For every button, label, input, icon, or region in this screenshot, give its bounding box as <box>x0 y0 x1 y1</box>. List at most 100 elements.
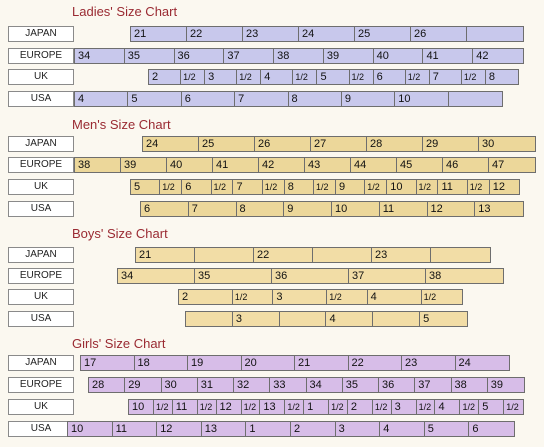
size-cell: 8 <box>488 71 496 83</box>
ladies-usa-size-bar: 4 5 6 7 8 9 10 <box>74 91 503 107</box>
ladies-uk-size-bar: 2 1/2 3 1/2 4 1/2 5 1/2 6 1/2 7 1/2 8 <box>148 69 519 85</box>
size-cell: 5 <box>423 313 430 325</box>
size-cell: 3 <box>205 70 238 84</box>
men-usa-size-bar: 6 7 8 9 10 11 12 13 <box>140 201 524 217</box>
size-cell: 21 <box>295 356 349 370</box>
size-cell: 2 <box>291 422 336 436</box>
girls-row-label-usa: USA <box>8 421 74 437</box>
size-cell: 1/2 <box>423 292 437 302</box>
size-cell: 6 <box>182 180 212 194</box>
size-cell: 38 <box>429 270 442 282</box>
men-uk-size-bar: 5 1/2 6 1/2 7 1/2 8 1/2 9 1/2 10 1/2 11 1/2 12 <box>130 179 520 195</box>
girls-row-label-uk: UK <box>8 399 74 415</box>
size-cell <box>467 27 523 41</box>
size-cell: 4 <box>75 92 129 106</box>
size-cell: 27 <box>311 137 367 151</box>
size-cell: 12 <box>428 202 476 216</box>
size-cell: 2 <box>149 70 182 84</box>
size-cell: 38 <box>274 49 324 63</box>
size-cell: 7 <box>233 180 263 194</box>
size-cell: 7 <box>235 92 289 106</box>
boys-usa-size-bar: 3 4 5 <box>185 311 468 327</box>
size-cell: 13 <box>260 400 286 414</box>
size-cell: 1/2 <box>406 70 430 84</box>
size-cell: 41 <box>423 49 474 63</box>
boys-uk-size-bar: 2 1/2 3 1/2 4 1/2 <box>178 289 463 305</box>
size-cell: 4 <box>435 400 461 414</box>
size-cell: 7 <box>430 70 462 84</box>
boys-chart-title: Boys' Size Chart <box>72 226 168 241</box>
size-cell: 2 <box>179 290 233 304</box>
size-cell: 9 <box>336 180 366 194</box>
size-cell: 19 <box>188 356 242 370</box>
size-cell: 11 <box>173 400 198 414</box>
size-cell: 3 <box>336 422 381 436</box>
size-cell: 45 <box>397 158 443 172</box>
size-cell: 23 <box>243 27 299 41</box>
girls-japan-size-bar: 17 18 19 20 21 22 23 24 <box>80 355 510 371</box>
size-cell: 3 <box>392 400 417 414</box>
size-cell: 1/2 <box>233 290 274 304</box>
size-cell: 1/2 <box>181 70 206 84</box>
size-cell: 34 <box>75 49 125 63</box>
size-cell: 8 <box>289 92 342 106</box>
men-japan-size-bar: 24 25 26 27 28 29 30 <box>142 136 536 152</box>
size-cell: 1/2 <box>417 400 436 414</box>
size-cell: 5 <box>317 70 350 84</box>
size-cell: 9 <box>284 202 332 216</box>
size-cell: 2 <box>348 400 373 414</box>
size-cell: 36 <box>272 269 349 283</box>
size-cell: 12 <box>217 400 242 414</box>
size-cell: 11 <box>113 422 158 436</box>
size-cell: 39 <box>490 379 503 391</box>
men-row-label-uk: UK <box>8 179 74 195</box>
size-cell: 26 <box>255 137 311 151</box>
size-cell: 10 <box>68 422 113 436</box>
size-cell: 6 <box>141 202 189 216</box>
size-cell: 12 <box>157 422 202 436</box>
size-cell: 7 <box>189 202 237 216</box>
size-cell: 34 <box>118 269 195 283</box>
size-cell <box>431 248 490 262</box>
ladies-row-label-uk: UK <box>8 69 74 85</box>
size-cell: 38 <box>75 158 121 172</box>
size-cell: 36 <box>175 49 225 63</box>
size-cell: 21 <box>131 27 187 41</box>
size-cell: 25 <box>199 137 255 151</box>
size-cell: 10 <box>387 180 417 194</box>
size-cell: 37 <box>224 49 275 63</box>
size-cell: 1/2 <box>198 400 217 414</box>
size-cell <box>449 92 502 106</box>
size-cell: 1/2 <box>373 400 392 414</box>
girls-europe-size-bar: 28 29 30 31 32 33 34 35 36 37 38 39 <box>88 377 525 393</box>
size-cell: 40 <box>374 49 424 63</box>
size-cell: 24 <box>143 137 199 151</box>
size-cell: 5 <box>479 400 505 414</box>
boys-row-label-japan: JAPAN <box>8 247 74 263</box>
size-cell: 28 <box>367 137 423 151</box>
ladies-row-label-europe: EUROPE <box>8 48 74 64</box>
size-cell: 1/2 <box>462 70 486 84</box>
size-cell: 40 <box>167 158 213 172</box>
size-cell: 6 <box>472 423 479 435</box>
size-cell: 21 <box>136 248 195 262</box>
girls-row-label-europe: EUROPE <box>8 377 74 393</box>
girls-usa-size-bar: 10 11 12 13 1 2 3 4 5 6 <box>67 421 515 437</box>
girls-chart-title: Girls' Size Chart <box>72 336 166 351</box>
girls-uk-size-bar: 10 1/2 11 1/2 12 1/2 13 1/2 1 1/2 2 1/2 3 1/2 4 1/2 5 1/2 <box>128 399 524 415</box>
size-cell: 35 <box>195 269 272 283</box>
size-cell: 10 <box>129 400 155 414</box>
size-cell: 8 <box>285 180 315 194</box>
size-cell: 28 <box>89 378 126 392</box>
size-cell: 22 <box>254 248 313 262</box>
size-cell: 23 <box>372 248 431 262</box>
size-cell: 32 <box>234 378 271 392</box>
size-cell: 1/2 <box>417 180 439 194</box>
size-cell: 1/2 <box>506 402 519 412</box>
size-cell: 18 <box>135 356 188 370</box>
size-cell: 24 <box>299 27 355 41</box>
size-cell: 8 <box>237 202 285 216</box>
size-cell: 10 <box>395 92 449 106</box>
size-cell: 1/2 <box>285 400 305 414</box>
size-cell: 9 <box>342 92 396 106</box>
